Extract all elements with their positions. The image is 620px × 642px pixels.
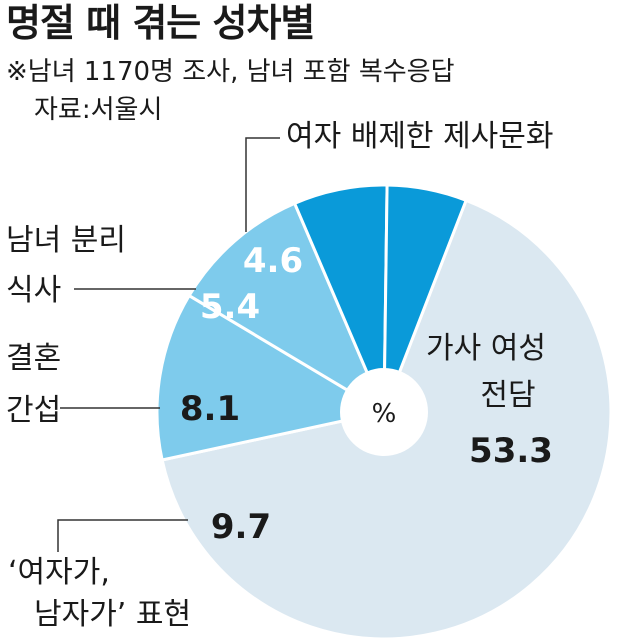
unit-label: % <box>372 399 397 429</box>
center-hole <box>340 368 428 456</box>
source-note: 자료:서울시 <box>34 95 163 125</box>
slice-label-ancestral-rites: 여자 배제한 제사문화 <box>286 119 553 154</box>
slice-ancestral-rites <box>382 183 469 413</box>
survey-note: ※남녀 1170명 조사, 남녀 포함 복수응답 <box>6 57 455 87</box>
slice-value-separate-meals: 5.4 <box>200 287 260 327</box>
chart-title: 명절 때 겪는 성차별 <box>6 1 315 45</box>
leader-ancestral-rites <box>245 137 280 232</box>
slice-label-gender-expression-line1: ‘여자가, <box>8 555 110 590</box>
slice-label-marriage-interference-line2: 간섭 <box>6 393 61 428</box>
slice-label-separate-meals-line1: 남녀 분리 <box>6 223 126 258</box>
leader-gender-expression <box>57 519 188 552</box>
slice-value-domestic-work: 53.3 <box>469 431 553 471</box>
slice-label-domestic-work-line2: 전담 <box>480 378 535 413</box>
slice-value-marriage-interference: 8.1 <box>180 389 240 429</box>
slice-label-marriage-interference-line1: 결혼 <box>6 341 61 376</box>
slice-label-separate-meals-line2: 식사 <box>6 273 61 308</box>
slice-gender-expression <box>155 293 389 462</box>
slice-value-ancestral-rites: 4.6 <box>243 241 303 281</box>
slice-label-gender-expression-line2: 남자가’ 표현 <box>34 597 191 632</box>
slice-label-domestic-work-line1: 가사 여성 <box>426 331 546 366</box>
slice-value-gender-expression: 9.7 <box>211 507 271 547</box>
